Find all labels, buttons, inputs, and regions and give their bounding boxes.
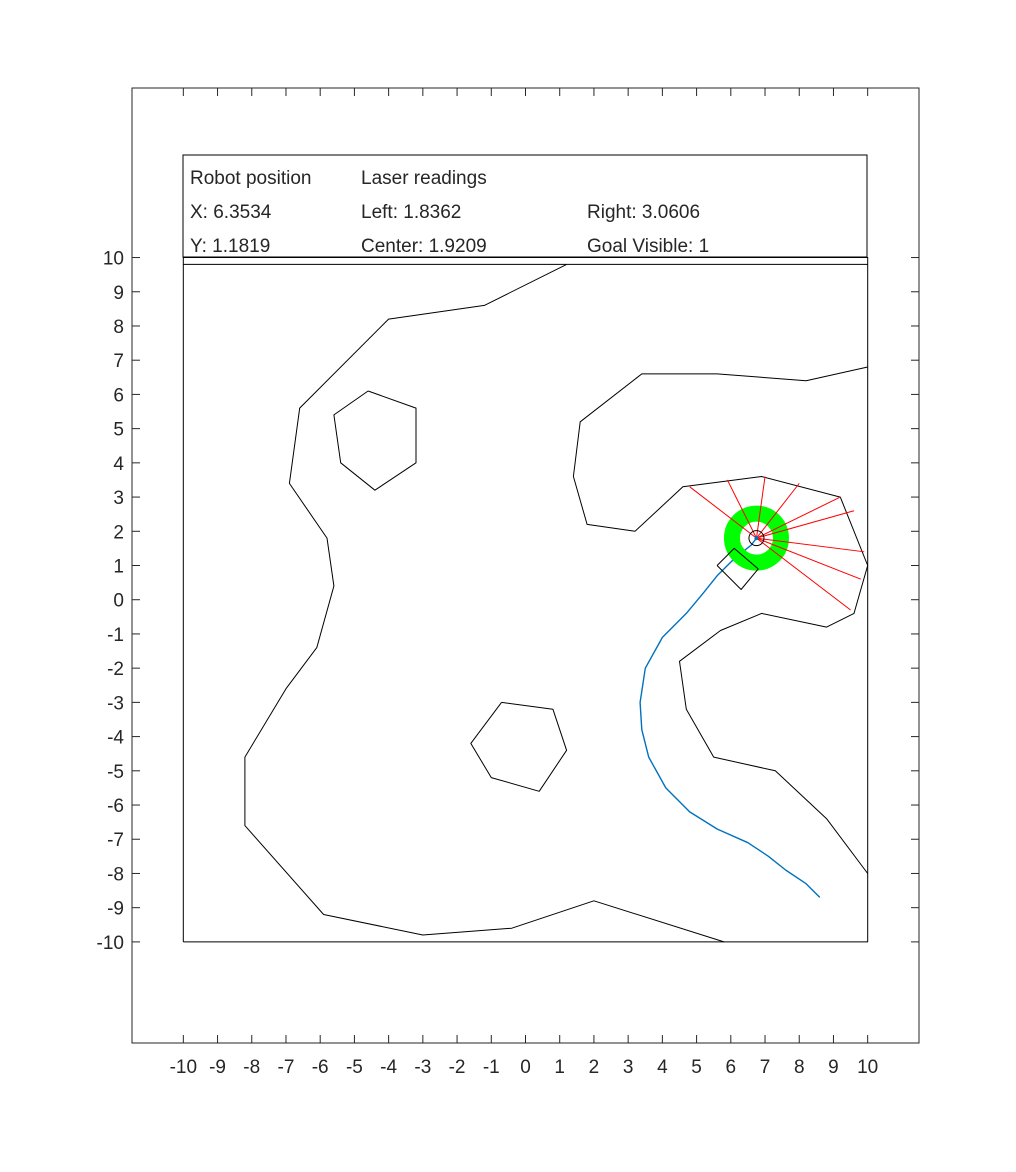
info-panel: Robot position X: 6.3534 Y: 1.1819 Laser… [182,154,868,258]
laser-ray [756,537,865,553]
y-tick-label: 3 [113,488,124,509]
y-tick-label: 8 [113,317,124,338]
x-tick-label: 3 [623,1057,634,1078]
y-tick-label: -7 [107,830,124,851]
x-tick-label: 5 [691,1057,702,1078]
x-tick-label: 7 [760,1057,771,1078]
x-tick-label: -6 [312,1057,329,1078]
obstacle-top [333,390,417,491]
x-tick-label: -7 [278,1057,295,1078]
laser-ray [756,537,851,611]
arena-boundary [182,257,869,943]
y-tick-label: 6 [113,385,124,406]
x-tick-label: 0 [520,1057,531,1078]
laser-ray [756,496,841,539]
x-tick-label: -9 [209,1057,226,1078]
y-tick-label: -4 [107,728,124,749]
x-tick-label: 1 [554,1057,565,1078]
y-tick-label: -9 [107,899,124,920]
y-tick-label: -1 [107,625,124,646]
y-tick-label: 7 [113,351,124,372]
y-tick-label: 9 [113,283,124,304]
x-tick-label: -10 [170,1057,197,1078]
x-tick-label: 9 [828,1057,839,1078]
y-tick-label: -8 [107,864,124,885]
plot-area [182,257,869,943]
x-tick-label: 2 [589,1057,600,1078]
x-tick-label: -5 [346,1057,363,1078]
laser-ray [755,476,766,539]
laser-ray [689,486,757,539]
axis-ticks: -10 -9 -8 -7 -6 -5 -4 -3 -2 -1 0 1 2 3 4 5 6 7 8 9 10-10-9-8… [97,88,919,1078]
y-tick-label: -10 [97,933,124,954]
y-readout: Y: 1.1819 [190,236,270,257]
goal-visible-readout: Goal Visible: 1 [587,236,709,257]
x-tick-label: -2 [449,1057,466,1078]
info-panel-border [182,154,868,258]
y-tick-label: -6 [107,796,124,817]
y-tick-label: -3 [107,693,124,714]
x-tick-label: -1 [483,1057,500,1078]
y-tick-label: 2 [113,522,124,543]
x-readout: X: 6.3534 [190,202,272,223]
x-tick-label: -4 [380,1057,397,1078]
laser-ray [756,483,800,539]
right-wall [572,366,869,874]
x-tick-label: 8 [794,1057,805,1078]
x-tick-label: 6 [726,1057,737,1078]
y-tick-label: -2 [107,659,124,680]
left-wall [244,263,725,943]
x-tick-label: 10 [857,1057,878,1078]
x-tick-label: 4 [657,1057,668,1078]
robot-trajectory [639,537,821,898]
x-tick-label: -8 [243,1057,260,1078]
robot-position-heading: Robot position [190,168,311,189]
laser-ray [756,537,862,580]
goal-marker [723,505,789,571]
laser-readings-heading: Laser readings [361,168,487,189]
laser-ray [726,479,757,539]
y-tick-label: 10 [103,249,124,270]
right-readout: Right: 3.0606 [587,202,700,223]
obstacle-bottom [470,701,568,792]
y-tick-label: 5 [113,420,124,441]
y-tick-label: 4 [113,454,124,475]
x-tick-label: -3 [414,1057,431,1078]
robot-marker [748,530,765,547]
robot-center-dot [754,536,759,541]
y-tick-label: -5 [107,762,124,783]
robot-body [716,547,759,590]
y-tick-label: 0 [113,591,124,612]
laser-ray [756,510,855,539]
y-tick-label: 1 [113,557,124,578]
left-readout: Left: 1.8362 [361,202,461,223]
center-readout: Center: 1.9209 [361,236,487,257]
